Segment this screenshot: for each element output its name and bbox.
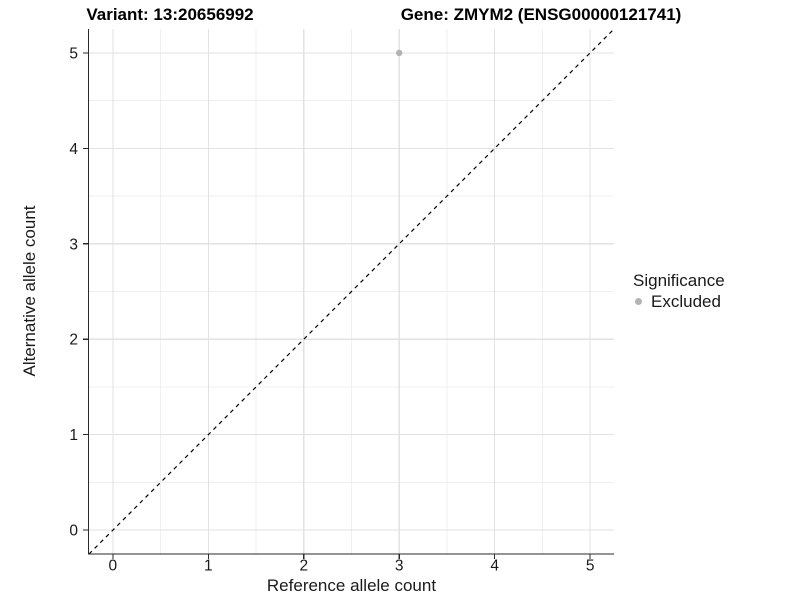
x-tick-label: 5 <box>586 558 595 575</box>
legend-item-label: Excluded <box>651 292 721 311</box>
legend-swatch-icon <box>635 298 642 305</box>
identity-line <box>88 28 615 555</box>
x-tick-label: 3 <box>395 558 404 575</box>
y-axis-title: Alternative allele count <box>20 205 39 377</box>
y-tick-label: 2 <box>69 332 78 349</box>
plot-title-gene: Gene: ZMYM2 (ENSG00000121741) <box>400 5 682 24</box>
y-tick-label: 1 <box>69 427 78 444</box>
x-tick-label: 0 <box>109 558 118 575</box>
legend-title: Significance <box>633 271 725 290</box>
y-tick-label: 3 <box>69 236 78 253</box>
y-tick-label: 4 <box>69 141 78 158</box>
data-point <box>396 49 403 57</box>
plot-title-variant: Variant: 13:20656992 <box>86 5 254 24</box>
x-tick-label: 1 <box>204 558 213 575</box>
y-tick-label: 0 <box>69 523 78 540</box>
x-tick-label: 2 <box>299 558 308 575</box>
x-tick-label: 4 <box>490 558 499 575</box>
x-axis-title: Reference allele count <box>266 576 437 595</box>
y-tick-label: 5 <box>69 45 78 62</box>
legend: Significance Excluded <box>633 271 725 311</box>
legend-item: Excluded <box>633 292 725 311</box>
